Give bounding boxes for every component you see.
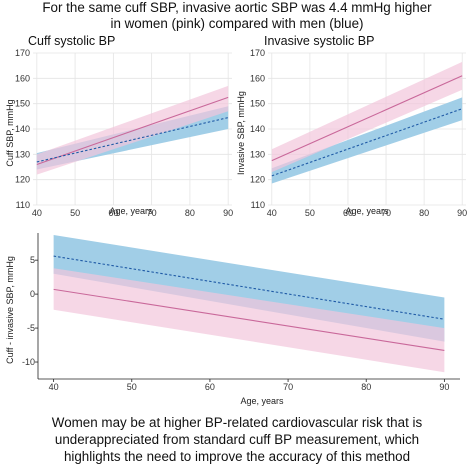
cuff-y-tick-label-140: 140 bbox=[15, 124, 30, 134]
invasive-y-tick-label-150: 150 bbox=[250, 99, 265, 109]
cuff-y-tick-label-160: 160 bbox=[15, 73, 30, 83]
cuff-x-tick-label-90: 90 bbox=[223, 208, 233, 218]
cuff-panel-title: Cuff systolic BP bbox=[28, 34, 115, 48]
difference-men-regression-line bbox=[53, 255, 445, 320]
cuff-women-ci-band bbox=[36, 85, 229, 175]
difference-y-tick-label-0: 0 bbox=[30, 289, 35, 299]
invasive-panel-title: Invasive systolic BP bbox=[264, 34, 374, 48]
invasive-y-tick-label-110: 110 bbox=[251, 200, 265, 210]
cuff-y-tick-label-120: 120 bbox=[15, 175, 30, 185]
cuff-x-axis-label: Age, years bbox=[109, 206, 153, 216]
invasive-women-regression-line bbox=[271, 75, 463, 162]
invasive-x-tick-label-80: 80 bbox=[419, 208, 429, 218]
figure-footer: Women may be at higher BP-related cardio… bbox=[0, 414, 474, 465]
footer-line-3: highlights the need to improve the accur… bbox=[63, 449, 411, 464]
invasive-x-tick-label-70: 70 bbox=[381, 208, 391, 218]
header-line-1: For the same cuff SBP, invasive aortic S… bbox=[42, 0, 432, 15]
difference-x-tick-label-50: 50 bbox=[127, 382, 137, 392]
invasive-y-tick-label-160: 160 bbox=[250, 73, 265, 83]
cuff-y-tick-label-110: 110 bbox=[16, 200, 30, 210]
invasive-x-tick-label-50: 50 bbox=[305, 208, 315, 218]
difference-x-tick-label-80: 80 bbox=[361, 382, 371, 392]
difference-y-tick-label--10: -10 bbox=[22, 357, 35, 367]
invasive-men-regression-line bbox=[271, 108, 463, 177]
cuff-x-tick-label-70: 70 bbox=[147, 208, 157, 218]
invasive-x-tick-label-40: 40 bbox=[267, 208, 277, 218]
invasive-men-ci-band bbox=[271, 97, 463, 184]
cuff-y-tick-label-150: 150 bbox=[15, 99, 30, 109]
invasive-y-tick-label-140: 140 bbox=[250, 124, 265, 134]
cuff-x-tick-label-80: 80 bbox=[185, 208, 195, 218]
invasive-x-tick-label-60: 60 bbox=[343, 208, 353, 218]
cuff-x-tick-label-40: 40 bbox=[32, 208, 42, 218]
difference-y-tick-label--5: -5 bbox=[27, 323, 35, 333]
cuff-x-tick-label-60: 60 bbox=[108, 208, 118, 218]
cuff-y-axis-label: Cuff SBP, mmHg bbox=[5, 99, 15, 166]
invasive-y-tick-label-130: 130 bbox=[250, 149, 265, 159]
invasive-sbp-panel: Invasive systolic BP 110 120 130 140 150 160 1… bbox=[236, 34, 467, 218]
difference-women-regression-line bbox=[53, 288, 445, 352]
difference-y-axis-label: Cuff - invasive SBP, mmHg bbox=[5, 256, 15, 364]
invasive-y-tick-label-120: 120 bbox=[250, 175, 265, 185]
figure-header: For the same cuff SBP, invasive aortic S… bbox=[0, 0, 474, 32]
difference-x-tick-label-70: 70 bbox=[283, 382, 293, 392]
difference-x-tick-label-90: 90 bbox=[439, 382, 449, 392]
cuff-y-tick-label-170: 170 bbox=[15, 48, 30, 58]
invasive-women-ci-band bbox=[271, 61, 463, 173]
cuff-men-regression-line bbox=[36, 117, 229, 163]
invasive-y-axis-label: Invasive SBP, mmHg bbox=[236, 91, 246, 175]
cuff-y-tick-label-130: 130 bbox=[15, 149, 30, 159]
difference-panel: -10 -5 0 5 40 50 60 70 80 90 Age, years Cuff - in… bbox=[5, 233, 460, 406]
difference-x-tick-label-40: 40 bbox=[49, 382, 59, 392]
header-line-2: in women (pink) compared with men (blue) bbox=[110, 16, 364, 31]
difference-x-tick-label-60: 60 bbox=[205, 382, 215, 392]
cuff-x-tick-label-50: 50 bbox=[70, 208, 80, 218]
difference-x-axis-label: Age, years bbox=[240, 396, 284, 406]
invasive-x-tick-label-90: 90 bbox=[457, 208, 467, 218]
cuff-sbp-panel: Cuff systolic BP 110 120 130 140 150 160 170 40… bbox=[5, 34, 233, 218]
difference-y-tick-label-5: 5 bbox=[30, 255, 35, 265]
cuff-women-regression-line bbox=[36, 96, 229, 165]
footer-line-2: underappreciated from standard cuff BP m… bbox=[54, 432, 420, 447]
invasive-y-tick-label-170: 170 bbox=[250, 48, 265, 58]
invasive-x-axis-label: Age, years bbox=[345, 206, 389, 216]
footer-line-1: Women may be at higher BP-related cardio… bbox=[51, 415, 423, 430]
